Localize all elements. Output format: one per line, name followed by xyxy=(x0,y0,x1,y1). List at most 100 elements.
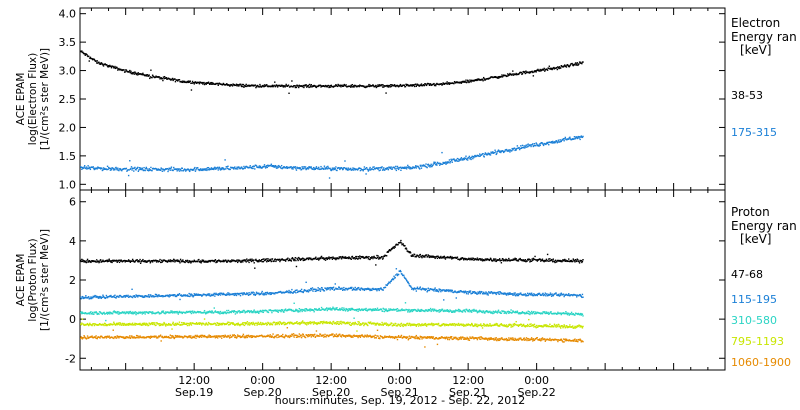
data-point xyxy=(222,260,224,263)
data-point xyxy=(162,295,164,298)
data-point xyxy=(174,261,176,263)
data-point xyxy=(124,296,126,298)
data-point xyxy=(307,168,310,170)
data-point xyxy=(455,159,457,162)
data-point xyxy=(521,311,523,314)
data-point xyxy=(240,261,242,264)
data-point xyxy=(475,79,477,81)
data-point xyxy=(81,318,84,320)
data-point xyxy=(271,84,274,87)
data-point xyxy=(484,293,487,295)
data-point xyxy=(96,168,98,170)
data-point xyxy=(345,307,347,310)
data-point xyxy=(427,310,429,312)
data-point xyxy=(238,259,240,261)
data-point xyxy=(106,168,108,171)
data-point xyxy=(431,256,433,258)
data-point xyxy=(551,259,553,261)
data-point xyxy=(160,261,162,264)
data-point xyxy=(380,167,383,169)
data-point xyxy=(153,323,156,326)
data-point xyxy=(467,293,469,295)
data-point xyxy=(497,309,500,311)
data-point xyxy=(425,163,427,165)
data-point xyxy=(237,84,239,86)
data-point xyxy=(481,258,483,260)
data-point xyxy=(107,168,109,171)
data-point xyxy=(275,84,278,86)
data-point xyxy=(123,295,126,297)
data-point xyxy=(315,167,317,170)
data-point xyxy=(95,261,97,263)
data-point xyxy=(549,258,551,260)
data-point xyxy=(478,153,481,155)
data-point xyxy=(284,308,287,310)
data-point xyxy=(372,85,375,87)
data-point xyxy=(261,167,263,169)
data-point xyxy=(174,311,177,313)
data-point xyxy=(288,321,290,324)
data-point xyxy=(128,71,130,73)
data-point xyxy=(364,168,366,171)
data-point xyxy=(502,293,505,295)
data-point xyxy=(339,167,342,170)
data-point xyxy=(547,141,549,144)
data-point xyxy=(328,287,331,289)
data-point xyxy=(138,260,141,262)
data-point xyxy=(326,307,328,309)
data-point xyxy=(284,322,286,324)
data-point xyxy=(389,282,391,284)
data-point xyxy=(336,307,338,309)
data-point xyxy=(207,324,209,326)
data-point xyxy=(286,167,289,170)
data-point xyxy=(162,311,164,314)
data-point xyxy=(178,168,180,170)
data-point xyxy=(472,291,474,293)
data-point xyxy=(227,165,229,167)
data-point xyxy=(117,313,120,315)
data-point xyxy=(157,295,159,298)
data-point xyxy=(374,257,376,259)
data-point xyxy=(355,257,358,260)
data-point xyxy=(582,296,584,298)
data-point xyxy=(435,164,437,166)
data-point xyxy=(534,70,537,72)
data-point xyxy=(135,73,138,76)
data-point xyxy=(564,312,567,315)
data-point xyxy=(344,85,347,87)
xtick-date-label: Sep.21 xyxy=(381,386,419,399)
data-point xyxy=(360,309,362,311)
data-point xyxy=(283,311,285,313)
data-point xyxy=(82,260,85,262)
data-point xyxy=(478,155,480,158)
data-point xyxy=(388,250,390,252)
data-point xyxy=(147,324,150,327)
data-point xyxy=(287,309,290,311)
data-point xyxy=(182,295,184,297)
data-point xyxy=(86,323,88,326)
data-point xyxy=(102,64,104,66)
data-point xyxy=(365,255,368,258)
data-point xyxy=(239,259,241,262)
data-point xyxy=(550,311,552,313)
data-point xyxy=(323,258,326,261)
data-point xyxy=(532,71,534,74)
data-point xyxy=(516,294,519,297)
data-point xyxy=(408,283,410,285)
data-point xyxy=(411,254,414,256)
data-point xyxy=(233,323,235,325)
data-point xyxy=(363,168,365,171)
data-point xyxy=(309,86,311,88)
data-point xyxy=(277,311,279,313)
data-point xyxy=(408,167,410,169)
data-point xyxy=(383,167,385,169)
data-point xyxy=(530,310,533,313)
data-point xyxy=(542,68,545,71)
data-point xyxy=(336,169,338,172)
data-point xyxy=(124,261,126,263)
data-point xyxy=(514,149,516,152)
data-point xyxy=(214,168,217,170)
data-point xyxy=(569,138,572,140)
data-point xyxy=(474,291,477,294)
data-point xyxy=(116,169,118,171)
